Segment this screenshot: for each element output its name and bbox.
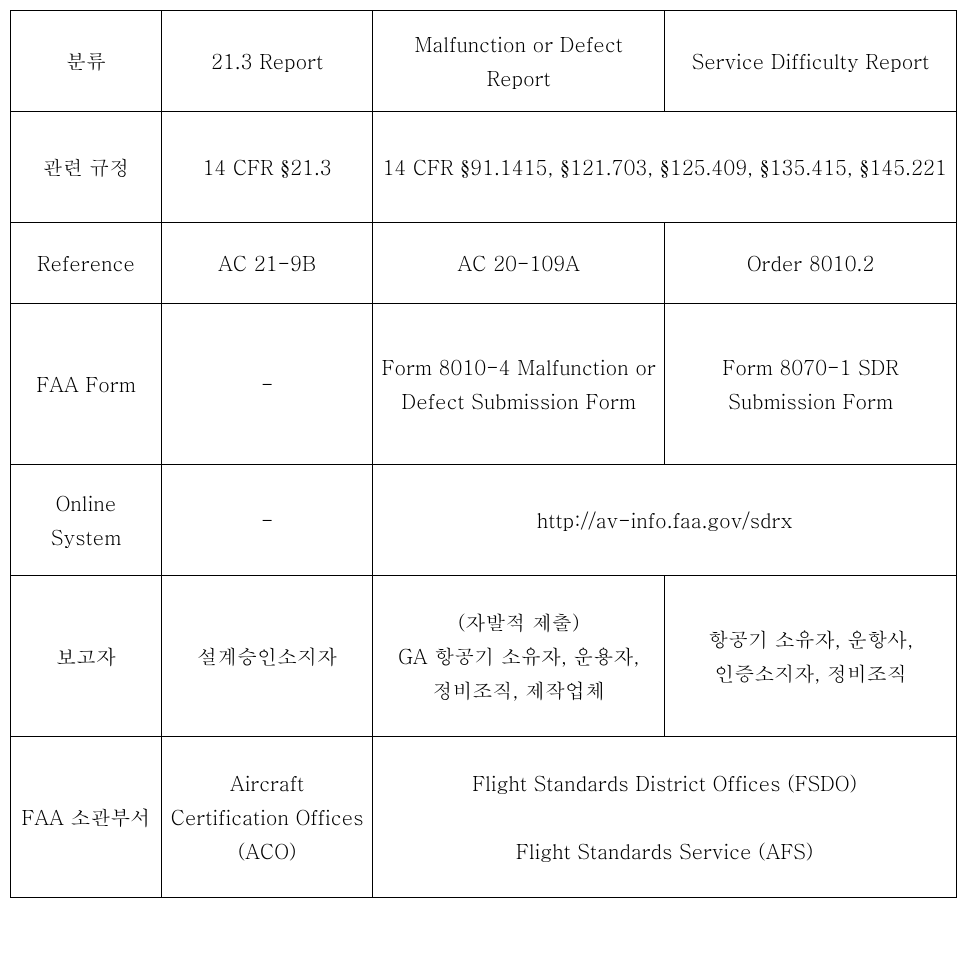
reporter-213: 설계승인소지자: [161, 576, 372, 737]
table-row-online: Online System - http://av-info.faa.gov/s…: [11, 465, 957, 576]
faaoffice-fsdo-afs: Flight Standards District Offices (FSDO)…: [373, 737, 957, 898]
regulation-213: 14 CFR §21.3: [161, 112, 372, 223]
header-213report: 21.3 Report: [161, 11, 372, 112]
reference-label: Reference: [11, 223, 162, 304]
faaoffice-fsdo: Flight Standards District Offices (FSDO): [472, 768, 857, 797]
reporter-malfunction: (자발적 제출) GA 항공기 소유자, 운용자, 정비조직, 제작업체: [373, 576, 665, 737]
reporter-malfunction-list: GA 항공기 소유자, 운용자, 정비조직, 제작업체: [398, 641, 639, 704]
faa-report-table: 분류 21.3 Report Malfunction or Defect Rep…: [10, 10, 957, 898]
header-category: 분류: [11, 11, 162, 112]
header-sdr: Service Difficulty Report: [665, 11, 957, 112]
table-row-reporter: 보고자 설계승인소지자 (자발적 제출) GA 항공기 소유자, 운용자, 정비…: [11, 576, 957, 737]
reference-ac20109a: AC 20-109A: [373, 223, 665, 304]
reference-ac219b: AC 21-9B: [161, 223, 372, 304]
faaoffice-afs: Flight Standards Service (AFS): [516, 836, 813, 865]
faaform-8070-1: Form 8070-1 SDR Submission Form: [665, 304, 957, 465]
online-label: Online System: [11, 465, 162, 576]
table-row-faaoffice: FAA 소관부서 Aircraft Certification Offices …: [11, 737, 957, 898]
header-malfunction: Malfunction or Defect Report: [373, 11, 665, 112]
reporter-malfunction-voluntary: (자발적 제출): [458, 607, 580, 636]
reference-order80102: Order 8010.2: [665, 223, 957, 304]
faaform-label: FAA Form: [11, 304, 162, 465]
reporter-label: 보고자: [11, 576, 162, 737]
online-url: http://av-info.faa.gov/sdrx: [373, 465, 957, 576]
online-213: -: [161, 465, 372, 576]
table-header-row: 분류 21.3 Report Malfunction or Defect Rep…: [11, 11, 957, 112]
reporter-sdr: 항공기 소유자, 운항사, 인증소지자, 정비조직: [665, 576, 957, 737]
regulation-cfr-list: 14 CFR §91.1415, §121.703, §125.409, §13…: [373, 112, 957, 223]
table-row-faaform: FAA Form - Form 8010-4 Malfunction or De…: [11, 304, 957, 465]
table-row-regulation: 관련 규정 14 CFR §21.3 14 CFR §91.1415, §121…: [11, 112, 957, 223]
faaoffice-label: FAA 소관부서: [11, 737, 162, 898]
table-row-reference: Reference AC 21-9B AC 20-109A Order 8010…: [11, 223, 957, 304]
regulation-label: 관련 규정: [11, 112, 162, 223]
faaform-8010-4: Form 8010-4 Malfunction or Defect Submis…: [373, 304, 665, 465]
faaoffice-aco: Aircraft Certification Offices (ACO): [161, 737, 372, 898]
faaform-213: -: [161, 304, 372, 465]
